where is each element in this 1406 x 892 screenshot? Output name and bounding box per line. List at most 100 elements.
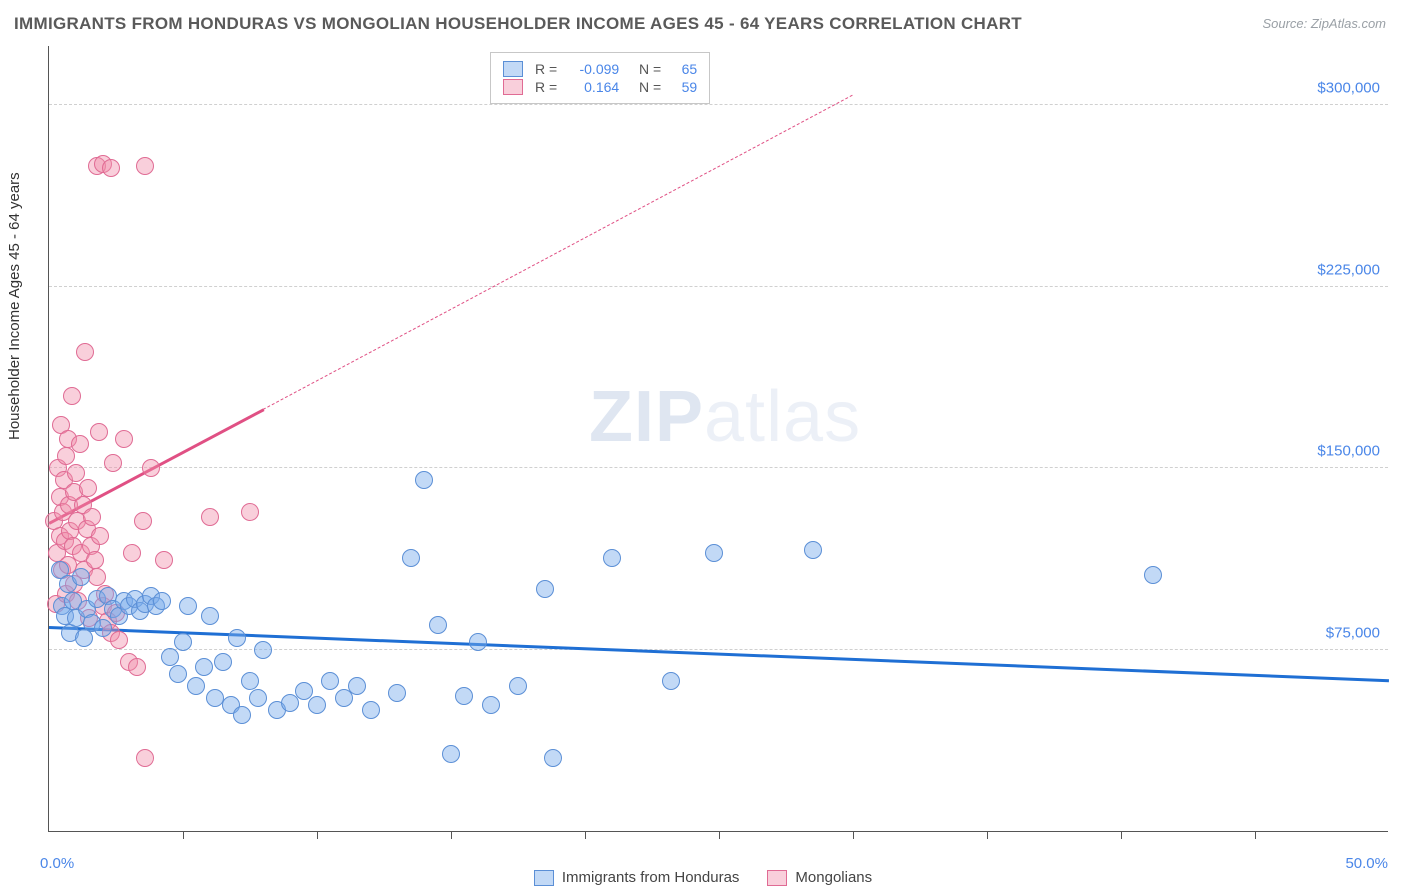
x-tick <box>987 831 988 839</box>
data-point <box>241 503 259 521</box>
data-point <box>134 512 152 530</box>
x-start-label: 0.0% <box>40 855 74 872</box>
swatch-series2 <box>767 870 787 886</box>
data-point <box>482 696 500 714</box>
data-point <box>201 607 219 625</box>
data-point <box>308 696 326 714</box>
legend-item-series2: Mongolians <box>767 869 872 886</box>
data-point <box>155 551 173 569</box>
data-point <box>249 689 267 707</box>
y-axis-label: Householder Income Ages 45 - 64 years <box>6 172 23 440</box>
x-tick <box>719 831 720 839</box>
data-point <box>161 648 179 666</box>
data-point <box>536 580 554 598</box>
gridline <box>49 286 1388 287</box>
swatch-series2 <box>503 79 523 95</box>
data-point <box>169 665 187 683</box>
x-tick <box>853 831 854 839</box>
data-point <box>442 745 460 763</box>
swatch-series1 <box>503 61 523 77</box>
stats-legend: R = -0.099 N = 65 R = 0.164 N = 59 <box>490 52 710 104</box>
data-point <box>79 479 97 497</box>
trend-line <box>263 94 853 409</box>
data-point <box>63 387 81 405</box>
data-point <box>348 677 366 695</box>
data-point <box>153 592 171 610</box>
data-point <box>362 701 380 719</box>
y-tick-label: $300,000 <box>1317 80 1380 97</box>
data-point <box>804 541 822 559</box>
data-point <box>662 672 680 690</box>
n-value-series2: 59 <box>669 79 697 95</box>
data-point <box>295 682 313 700</box>
legend-label-series2: Mongolians <box>795 869 872 886</box>
r-value-series1: -0.099 <box>565 61 619 77</box>
source-attribution: Source: ZipAtlas.com <box>1262 16 1386 31</box>
data-point <box>88 568 106 586</box>
data-point <box>110 631 128 649</box>
stats-row-series2: R = 0.164 N = 59 <box>503 79 697 95</box>
data-point <box>71 435 89 453</box>
legend-label-series1: Immigrants from Honduras <box>562 869 740 886</box>
data-point <box>142 459 160 477</box>
gridline <box>49 649 1388 650</box>
data-point <box>94 619 112 637</box>
n-label: N = <box>631 79 661 95</box>
bottom-legend: Immigrants from Honduras Mongolians <box>0 869 1406 886</box>
data-point <box>455 687 473 705</box>
data-point <box>91 527 109 545</box>
r-value-series2: 0.164 <box>565 79 619 95</box>
data-point <box>201 508 219 526</box>
data-point <box>128 658 146 676</box>
data-point <box>469 633 487 651</box>
data-point <box>214 653 232 671</box>
watermark: ZIPatlas <box>589 376 861 458</box>
data-point <box>123 544 141 562</box>
data-point <box>228 629 246 647</box>
data-point <box>90 423 108 441</box>
data-point <box>388 684 406 702</box>
y-tick-label: $75,000 <box>1326 624 1380 641</box>
data-point <box>429 616 447 634</box>
n-value-series1: 65 <box>669 61 697 77</box>
data-point <box>136 749 154 767</box>
data-point <box>86 551 104 569</box>
legend-item-series1: Immigrants from Honduras <box>534 869 740 886</box>
x-tick <box>317 831 318 839</box>
r-label: R = <box>535 79 557 95</box>
chart-title: IMMIGRANTS FROM HONDURAS VS MONGOLIAN HO… <box>14 14 1022 34</box>
data-point <box>415 471 433 489</box>
data-point <box>187 677 205 695</box>
r-label: R = <box>535 61 557 77</box>
data-point <box>402 549 420 567</box>
gridline <box>49 104 1388 105</box>
data-point <box>72 568 90 586</box>
data-point <box>321 672 339 690</box>
data-point <box>603 549 621 567</box>
n-label: N = <box>631 61 661 77</box>
plot-area: ZIPatlas $75,000 $150,000 $225,000 $300,000 <box>48 46 1388 832</box>
data-point <box>174 633 192 651</box>
gridline <box>49 467 1388 468</box>
data-point <box>254 641 272 659</box>
data-point <box>76 343 94 361</box>
data-point <box>136 157 154 175</box>
data-point <box>179 597 197 615</box>
data-point <box>705 544 723 562</box>
data-point <box>115 430 133 448</box>
x-end-label: 50.0% <box>1345 855 1388 872</box>
data-point <box>241 672 259 690</box>
data-point <box>544 749 562 767</box>
x-tick <box>585 831 586 839</box>
y-tick-label: $225,000 <box>1317 261 1380 278</box>
x-tick <box>451 831 452 839</box>
y-tick-label: $150,000 <box>1317 443 1380 460</box>
x-tick <box>1121 831 1122 839</box>
chart-container: IMMIGRANTS FROM HONDURAS VS MONGOLIAN HO… <box>0 0 1406 892</box>
stats-row-series1: R = -0.099 N = 65 <box>503 61 697 77</box>
data-point <box>102 159 120 177</box>
x-tick <box>183 831 184 839</box>
data-point <box>104 454 122 472</box>
data-point <box>233 706 251 724</box>
data-point <box>195 658 213 676</box>
